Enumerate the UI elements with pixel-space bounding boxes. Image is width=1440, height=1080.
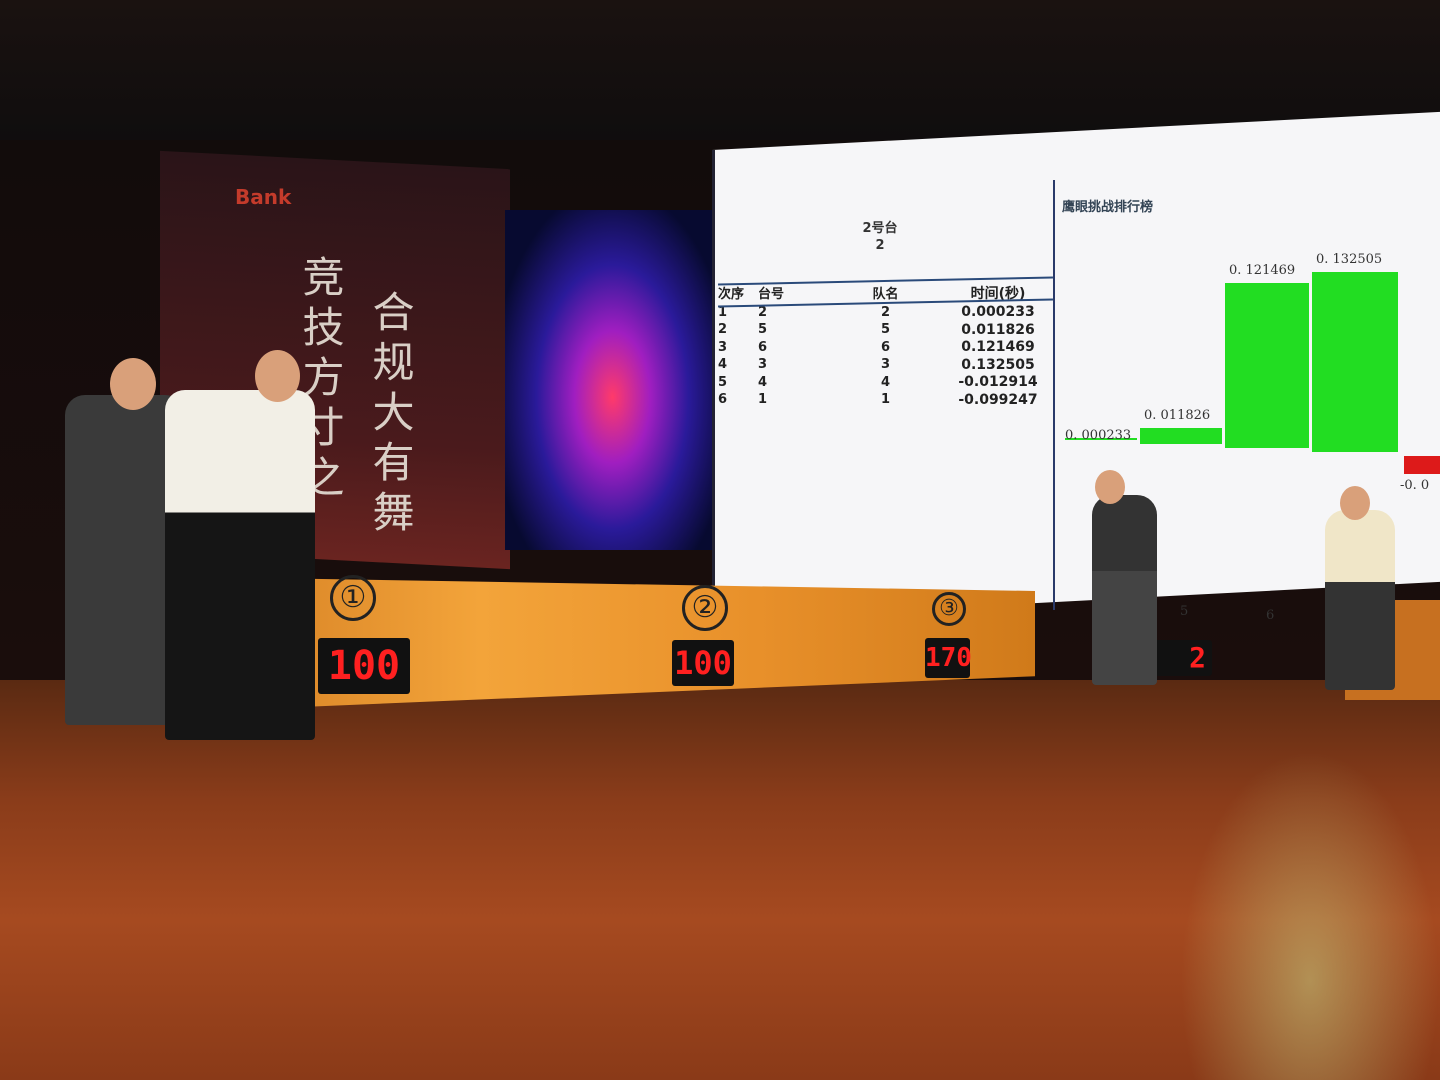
- table-cell: 5: [718, 374, 728, 390]
- results-table-title: 2号台 2: [820, 220, 940, 254]
- table-cell: 6: [718, 392, 728, 408]
- table-cell: 0.011826: [961, 321, 1035, 338]
- station-number-1: ①: [330, 575, 376, 621]
- table-cell: 4: [880, 374, 891, 390]
- table-cell: -0.099247: [958, 391, 1038, 408]
- table-cell: 3: [718, 339, 728, 355]
- person-right: [1325, 510, 1395, 690]
- score-counter-3: 170: [925, 638, 972, 678]
- table-cell: -0.012914: [958, 374, 1038, 391]
- table-cell: 2: [758, 304, 768, 320]
- table-cell: 1: [758, 392, 768, 408]
- person-presenter: [1092, 495, 1157, 685]
- chart-bar: [1404, 456, 1440, 474]
- header-cell: 台号: [758, 287, 785, 303]
- table-cell: 4: [758, 374, 768, 390]
- chart-tick-label: 6: [1266, 608, 1275, 623]
- score-counter-1: 100: [318, 638, 410, 694]
- chart-title: 鹰眼挑战排行榜: [1062, 200, 1154, 215]
- station-number-2: ②: [682, 585, 728, 631]
- table-subtitle: 2: [875, 238, 885, 253]
- chart-data-label: 0. 121469: [1229, 262, 1296, 278]
- chart-bar: [1065, 438, 1137, 440]
- table-cell: 0.121469: [961, 339, 1035, 356]
- station-number-3: ③: [932, 592, 966, 626]
- table-cell: 5: [880, 322, 891, 338]
- chart-bar: [1225, 282, 1309, 448]
- chart-bar: [1312, 271, 1398, 452]
- chart-data-label: -0. 0: [1400, 477, 1430, 493]
- table-row: 4 3 3 0.132505: [718, 356, 1053, 374]
- person-head: [110, 358, 156, 410]
- table-row: 3 6 6 0.121469: [718, 339, 1053, 357]
- table-cell: 5: [758, 322, 768, 338]
- table-cell: 6: [758, 339, 768, 355]
- table-row: 6 1 1 -0.099247: [718, 391, 1053, 409]
- table-header: 次序 台号 队名 时间(秒): [718, 284, 1053, 303]
- person-white-shirt: [165, 390, 315, 740]
- results-table: 次序 台号 队名 时间(秒) 1 2 2 0.000233 2 5 5 0.011826 3 6 6…: [718, 276, 1053, 409]
- chart-data-label: 0. 011826: [1144, 407, 1211, 423]
- table-cell: 3: [758, 357, 768, 373]
- header-cell: 时间(秒): [970, 285, 1026, 302]
- header-cell: 次序: [718, 287, 745, 303]
- chart-data-label: 0. 132505: [1316, 251, 1383, 267]
- table-cell: 0.132505: [961, 356, 1035, 373]
- screen-divider: [1053, 180, 1055, 610]
- bank-logo: Bank: [235, 185, 292, 209]
- person-head: [1340, 486, 1370, 520]
- table-row: 5 4 4 -0.012914: [718, 374, 1053, 392]
- chart-bar: [1140, 427, 1222, 444]
- table-cell: 6: [880, 339, 891, 355]
- table-row: 2 5 5 0.011826: [718, 321, 1053, 339]
- chart-data-label: 0. 000233: [1065, 428, 1132, 443]
- table-cell: 3: [880, 357, 891, 373]
- table-cell: 1: [880, 392, 891, 408]
- table-cell: 4: [718, 357, 728, 373]
- table-cell: 2: [718, 322, 728, 338]
- score-counter-2: 100: [672, 640, 734, 686]
- banner-slogan-2: 合规大有舞: [366, 290, 415, 540]
- floor-reflection: [1180, 750, 1440, 1080]
- table-cell: 2: [880, 304, 891, 320]
- table-row: 1 2 2 0.000233: [718, 304, 1053, 322]
- score-counter-4: 2: [1150, 640, 1212, 676]
- person-head: [1095, 470, 1125, 504]
- table-title: 2号台: [862, 221, 898, 236]
- person-head: [255, 350, 300, 402]
- header-cell: 队名: [872, 287, 899, 303]
- screen-light-graphic: [505, 210, 720, 550]
- table-cell: 1: [718, 304, 728, 320]
- bar-chart: 0. 000233 0. 011826 0. 121469 0. 132505 -0. …: [1060, 230, 1440, 623]
- table-cell: 0.000233: [961, 304, 1035, 321]
- chart-tick-label: 5: [1180, 604, 1189, 619]
